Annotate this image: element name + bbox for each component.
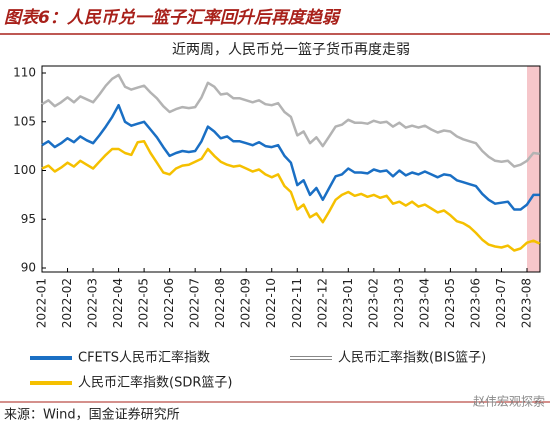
watermark: 赵伟宏观探索 (473, 394, 545, 409)
chart-title: 近两周，人民币兑一篮子货币再度走弱 (172, 41, 410, 58)
series-line (41, 73, 540, 168)
highlight-band (527, 66, 540, 272)
x-tick-label: 2023-01 (341, 278, 355, 328)
x-tick-label: 2022-10 (264, 278, 278, 328)
x-tick-label: 2022-05 (137, 278, 151, 328)
x-tick-label: 2022-01 (35, 278, 49, 328)
x-tick-label: 2023-02 (366, 278, 380, 328)
x-tick-label: 2022-02 (60, 278, 74, 328)
y-tick-label: 95 (21, 212, 36, 226)
x-tick-label: 2022-11 (290, 278, 304, 328)
y-tick-label: 105 (13, 114, 36, 128)
x-tick-label: 2023-06 (468, 278, 482, 328)
x-tick-label: 2023-07 (494, 278, 508, 328)
series-line (41, 103, 540, 211)
x-tick-label: 2022-09 (239, 278, 253, 328)
y-tick-label: 110 (13, 66, 36, 80)
x-tick-label: 2022-03 (86, 278, 100, 328)
x-tick-label: 2023-05 (443, 278, 457, 328)
header: 图表6：人民币兑一篮子汇率回升后再度趋弱 (4, 8, 342, 28)
legend-label: 人民币汇率指数(SDR篮子) (78, 375, 232, 391)
y-tick-label: 90 (21, 261, 36, 275)
x-tick-label: 2023-03 (392, 278, 406, 328)
x-tick-label: 2022-07 (188, 278, 202, 328)
x-tick-label: 2023-08 (520, 278, 534, 328)
x-tick-label: 2022-04 (111, 278, 125, 328)
x-tick-label: 2022-06 (162, 278, 176, 328)
legend-label: CFETS人民币汇率指数 (78, 350, 210, 366)
x-tick-label: 2022-08 (213, 278, 227, 328)
x-tick-label: 2023-04 (417, 278, 431, 328)
legend-label: 人民币汇率指数(BIS篮子) (338, 350, 486, 366)
series-line (41, 140, 541, 252)
source: 来源：Wind，国金证券研究所 (4, 407, 180, 423)
y-tick-label: 100 (13, 163, 36, 177)
plot-frame (41, 65, 541, 273)
x-tick-label: 2022-12 (315, 278, 329, 328)
